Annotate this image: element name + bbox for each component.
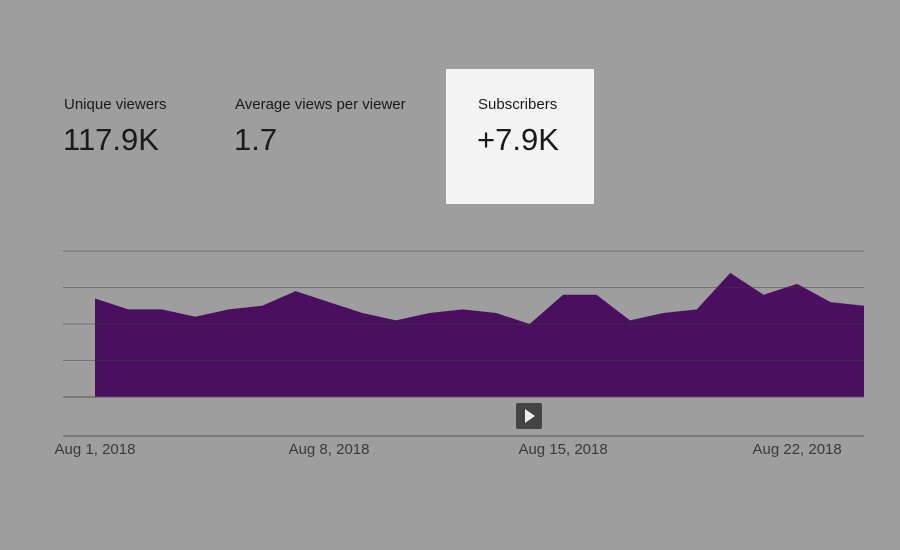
- metric-card[interactable]: Unique viewers 117.9K: [63, 96, 167, 157]
- metric-value: +7.9K: [477, 122, 559, 157]
- metric-card[interactable]: Subscribers +7.9K: [446, 69, 594, 204]
- x-tick-label: Aug 22, 2018: [753, 441, 842, 458]
- area: [95, 272, 864, 397]
- x-tick-label: Aug 1, 2018: [55, 441, 136, 458]
- x-tick-label: Aug 8, 2018: [289, 441, 370, 458]
- metric-value: 1.7: [234, 122, 277, 157]
- x-tick-label: Aug 15, 2018: [518, 441, 607, 458]
- play-button[interactable]: [516, 403, 542, 429]
- metric-label: Average views per viewer: [235, 96, 406, 113]
- selected-card-background: [446, 69, 594, 204]
- metric-value: 117.9K: [63, 122, 159, 157]
- metric-card[interactable]: Average views per viewer 1.7: [234, 96, 406, 157]
- metric-label: Subscribers: [478, 96, 557, 113]
- metric-label: Unique viewers: [64, 96, 167, 113]
- play-icon: [525, 409, 535, 423]
